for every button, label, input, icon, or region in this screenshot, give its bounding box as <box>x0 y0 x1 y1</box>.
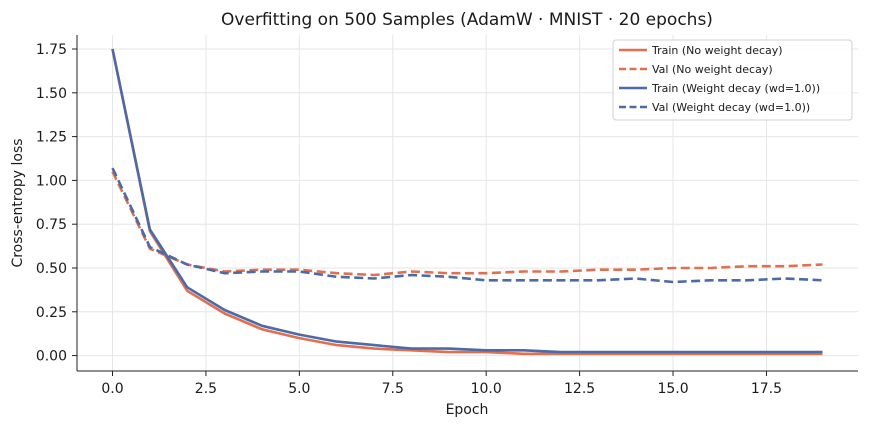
axes <box>76 35 858 372</box>
ticks: 0.0 2.5 5.0 7.5 10.0 12.5 15.0 17.5 0.00 0.25 0.50… <box>36 42 782 397</box>
legend-label-1: Val (No weight decay) <box>652 63 773 76</box>
legend: Train (No weight decay) Val (No weight de… <box>612 39 853 121</box>
y-tick-label: 1.00 <box>36 173 67 189</box>
series-line-0 <box>111 48 823 356</box>
x-tick-label: 2.5 <box>195 381 217 397</box>
x-tick-label: 12.5 <box>564 381 595 397</box>
legend-label-3: Val (Weight decay (wd=1.0)) <box>652 101 810 114</box>
x-tick-label: 17.5 <box>751 381 782 397</box>
y-tick-label: 1.75 <box>36 42 67 58</box>
series-line-3 <box>111 167 823 284</box>
x-tick-label: 7.5 <box>382 381 404 397</box>
legend-box <box>612 39 853 121</box>
x-axis-label: Epoch <box>446 402 489 418</box>
y-tick-label: 0.75 <box>36 217 67 233</box>
x-tick-label: 15.0 <box>657 381 688 397</box>
y-tick-label: 0.50 <box>36 261 67 277</box>
series-line-2 <box>111 48 823 354</box>
y-tick-label: 1.50 <box>36 86 67 102</box>
y-tick-label: 0.25 <box>36 305 67 321</box>
legend-label-0: Train (No weight decay) <box>651 44 783 57</box>
x-tick-label: 0.0 <box>101 381 123 397</box>
y-tick-label: 1.25 <box>36 130 67 146</box>
chart-title: Overfitting on 500 Samples (AdamW · MNIS… <box>221 10 713 30</box>
x-tick-label: 5.0 <box>288 381 310 397</box>
y-axis-label: Cross-entropy loss <box>10 138 26 267</box>
series-line-1 <box>111 171 823 277</box>
plot-lines <box>111 48 823 356</box>
y-tick-label: 0.00 <box>36 349 67 365</box>
legend-label-2: Train (Weight decay (wd=1.0)) <box>651 82 820 95</box>
x-tick-label: 10.0 <box>471 381 502 397</box>
